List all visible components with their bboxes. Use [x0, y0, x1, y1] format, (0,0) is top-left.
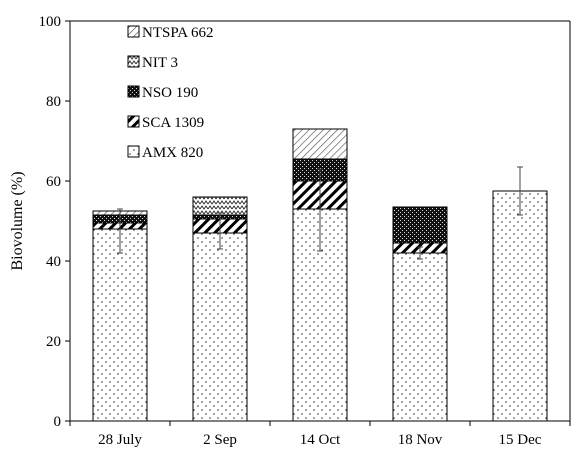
error-bar-15-dec [517, 166, 523, 216]
bar-amx-820-15-dec [492, 190, 548, 422]
x-tick-label-14-oct: 14 Oct [300, 432, 341, 448]
bar-nit-3-2-sep [192, 196, 248, 216]
error-bar-14-oct [317, 168, 323, 252]
error-bar-2-sep [217, 212, 223, 250]
y-tick-label-60: 60 [46, 174, 61, 190]
legend-label-amx-820: AMX 820 [142, 145, 203, 161]
error-bar-28-july [117, 208, 123, 254]
bar-amx-820-28-july [92, 228, 148, 422]
legend-label-sca-1309: SCA 1309 [142, 115, 204, 131]
x-tick-label-2-sep: 2 Sep [203, 432, 237, 448]
x-tick-label-28-july: 28 July [98, 432, 142, 448]
legend-entry-sca-1309: SCA 1309 [127, 115, 204, 131]
y-tick-label-20: 20 [46, 334, 61, 350]
y-tick-label-80: 80 [46, 94, 61, 110]
bar-amx-820-18-nov [392, 252, 448, 422]
legend-entry-ntspa-662: NTSPA 662 [127, 25, 214, 41]
legend-swatch-nit-3 [127, 55, 140, 68]
legend-entry-amx-820: AMX 820 [127, 145, 203, 161]
legend-label-nso-190: NSO 190 [142, 85, 198, 101]
legend-swatch-amx-820 [127, 145, 140, 158]
plot-area [92, 128, 548, 422]
y-tick-label-0: 0 [54, 414, 62, 430]
y-axis-title: Biovolume (%) [9, 171, 26, 270]
bar-nso-190-18-nov [392, 206, 448, 244]
bar-amx-820-2-sep [192, 232, 248, 422]
legend-swatch-nso-190 [127, 85, 140, 98]
legend-swatch-ntspa-662 [127, 25, 140, 38]
y-tick-label-40: 40 [46, 254, 61, 270]
legend-entry-nso-190: NSO 190 [127, 85, 198, 101]
legend-entry-nit-3: NIT 3 [127, 55, 178, 71]
legend-swatch-sca-1309 [127, 115, 140, 128]
legend-label-ntspa-662: NTSPA 662 [142, 25, 214, 41]
x-tick-label-18-nov: 18 Nov [398, 432, 443, 448]
x-tick-label-15-dec: 15 Dec [499, 432, 542, 448]
legend: NTSPA 662 NIT 3 NSO 190 SCA 1309 AMX 820 [127, 25, 214, 161]
error-bar-18-nov [417, 246, 423, 260]
y-tick-label-100: 100 [39, 14, 62, 30]
axes: 0 20 40 60 80 100 28 July 2 Sep 14 Oct 18 Nov 15 D… [39, 14, 571, 448]
bar-ntspa-662-14-oct [292, 128, 348, 160]
legend-label-nit-3: NIT 3 [142, 55, 178, 71]
